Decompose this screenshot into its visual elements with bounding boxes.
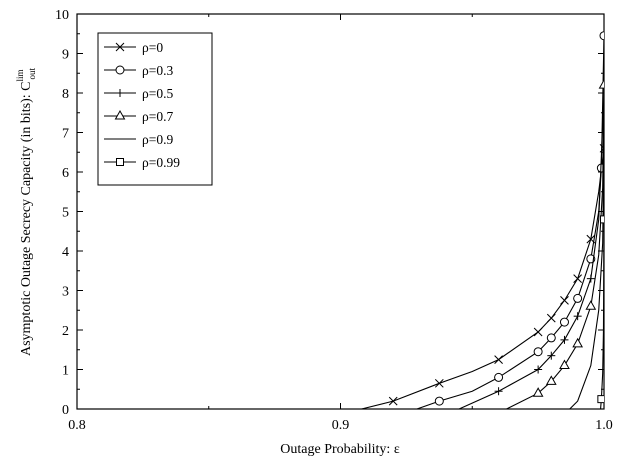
data-point xyxy=(573,312,582,321)
y-tick-label: 4 xyxy=(62,245,69,260)
data-point xyxy=(600,215,604,224)
series-line xyxy=(458,92,604,409)
data-point xyxy=(533,347,543,357)
data-point xyxy=(573,293,583,303)
svg-text:Asymptotic Outage Secrecy Capa: Asymptotic Outage Secrecy Capacity (in b… xyxy=(15,68,37,357)
series-line xyxy=(416,35,604,409)
y-axis-label: Asymptotic Outage Secrecy Capacity (in b… xyxy=(15,68,37,357)
y-axis-label-main: Asymptotic Outage Secrecy Capacity (in b… xyxy=(19,82,34,357)
data-point xyxy=(560,296,569,305)
data-point xyxy=(434,396,444,406)
legend-item: ρ=0.5 xyxy=(104,86,173,101)
series-4 xyxy=(569,132,604,409)
y-axis-label-sup: lim xyxy=(15,70,25,82)
legend-label: ρ=0 xyxy=(142,40,163,55)
y-tick-label: 10 xyxy=(55,8,69,23)
y-tick-label: 3 xyxy=(62,285,69,300)
y-tick-label: 9 xyxy=(62,48,69,63)
data-point xyxy=(532,387,544,397)
legend-item: ρ=0.7 xyxy=(104,109,173,124)
legend-item: ρ=0.9 xyxy=(104,132,173,147)
series-line xyxy=(361,148,604,409)
series-group xyxy=(361,31,604,409)
data-point xyxy=(546,333,556,343)
x-tick-label: 1.0 xyxy=(595,418,613,433)
legend-label: ρ=0.3 xyxy=(142,63,173,78)
legend: ρ=0 ρ=0.3 ρ=0.5 ρ=0.7 ρ=0.9 ρ=0.99 xyxy=(97,32,213,186)
series-line xyxy=(506,85,604,409)
data-point xyxy=(545,375,557,385)
series-2 xyxy=(458,89,604,409)
series-0 xyxy=(361,143,604,409)
legend-marker xyxy=(115,42,125,52)
series-line xyxy=(569,132,604,409)
x-tick-label: 0.9 xyxy=(332,418,350,433)
legend-item: ρ=0.99 xyxy=(104,155,180,170)
legend-item: ρ=0 xyxy=(104,40,163,55)
y-tick-label: 7 xyxy=(62,127,69,142)
data-point xyxy=(573,274,583,284)
y-tick-label: 1 xyxy=(62,364,69,379)
legend-label: ρ=0.7 xyxy=(142,109,173,124)
x-axis-label: Outage Probability: ε xyxy=(280,442,400,457)
data-point xyxy=(598,79,604,89)
legend-marker xyxy=(115,65,125,75)
data-point xyxy=(388,396,398,406)
data-point xyxy=(560,335,569,344)
data-point xyxy=(494,387,503,396)
y-tick-label: 0 xyxy=(62,403,69,418)
legend-marker xyxy=(116,158,124,166)
data-point xyxy=(434,378,444,388)
data-point xyxy=(494,372,504,382)
y-tick-label: 5 xyxy=(62,206,69,221)
y-tick-label: 2 xyxy=(62,324,69,339)
y-tick-label: 8 xyxy=(62,87,69,102)
data-point xyxy=(533,327,543,337)
data-point xyxy=(559,317,569,327)
data-point xyxy=(546,313,556,323)
data-point xyxy=(559,359,570,370)
legend-marker xyxy=(116,89,124,97)
axis-ticks: 0 1 2 3 4 5 6 7 8 9 10 0.8 0.9 1.0 xyxy=(55,8,613,433)
y-axis-label-sub: out xyxy=(27,68,37,80)
data-point xyxy=(547,351,556,360)
data-point xyxy=(600,89,604,97)
series-1 xyxy=(416,31,604,409)
series-3 xyxy=(506,79,604,409)
y-tick-label: 6 xyxy=(62,166,69,181)
data-point xyxy=(585,300,597,310)
x-tick-label: 0.8 xyxy=(68,418,86,433)
legend-item: ρ=0.3 xyxy=(104,63,173,78)
series-5 xyxy=(597,215,604,409)
legend-label: ρ=0.5 xyxy=(142,86,173,101)
data-point xyxy=(586,274,595,283)
legend-label: ρ=0.9 xyxy=(142,132,173,147)
data-point xyxy=(534,365,543,374)
data-point xyxy=(597,395,604,404)
legend-label: ρ=0.99 xyxy=(142,155,180,170)
data-point xyxy=(572,337,584,348)
data-point xyxy=(494,355,503,364)
data-point xyxy=(599,31,604,41)
legend-marker xyxy=(114,109,126,120)
